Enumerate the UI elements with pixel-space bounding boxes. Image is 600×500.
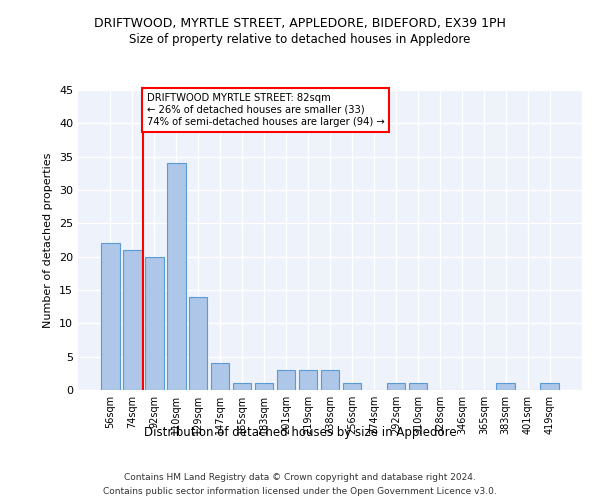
Bar [299,370,317,390]
Bar [211,364,229,390]
Bar [233,384,251,390]
Bar [255,384,274,390]
Text: Size of property relative to detached houses in Appledore: Size of property relative to detached ho… [130,32,470,46]
Bar [541,384,559,390]
Text: Distribution of detached houses by size in Appledore: Distribution of detached houses by size … [143,426,457,439]
Bar [123,250,142,390]
Bar [167,164,185,390]
Bar [496,384,515,390]
Bar [145,256,164,390]
Bar [386,384,405,390]
Bar [189,296,208,390]
Text: DRIFTWOOD, MYRTLE STREET, APPLEDORE, BIDEFORD, EX39 1PH: DRIFTWOOD, MYRTLE STREET, APPLEDORE, BID… [94,18,506,30]
Bar [277,370,295,390]
Bar [320,370,340,390]
Text: DRIFTWOOD MYRTLE STREET: 82sqm
← 26% of detached houses are smaller (33)
74% of : DRIFTWOOD MYRTLE STREET: 82sqm ← 26% of … [146,94,384,126]
Text: Contains HM Land Registry data © Crown copyright and database right 2024.: Contains HM Land Registry data © Crown c… [124,473,476,482]
Text: Contains public sector information licensed under the Open Government Licence v3: Contains public sector information licen… [103,486,497,496]
Bar [101,244,119,390]
Bar [343,384,361,390]
Bar [409,384,427,390]
Y-axis label: Number of detached properties: Number of detached properties [43,152,53,328]
